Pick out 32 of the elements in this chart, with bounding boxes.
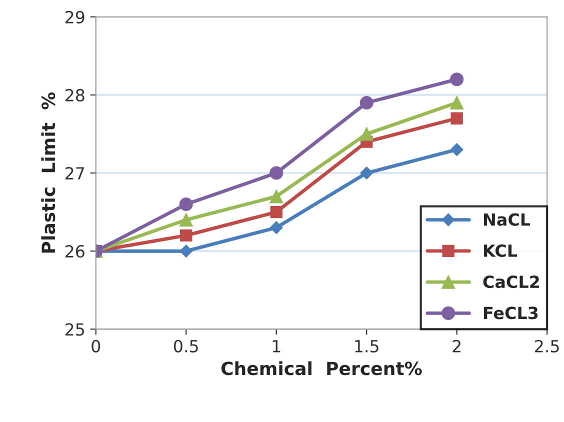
point <box>450 72 464 86</box>
point <box>360 96 374 110</box>
point <box>270 221 283 234</box>
y-tick-label: 29 <box>65 10 84 24</box>
legend-label: KCL <box>484 244 518 258</box>
legend-label: FeCL3 <box>484 306 538 320</box>
x-tick-label: 1 <box>272 340 280 352</box>
point <box>270 190 284 204</box>
point <box>450 96 464 110</box>
point <box>180 244 193 258</box>
y-tick-label: 25 <box>65 323 84 336</box>
legend-label: CaCL2 <box>483 276 539 288</box>
point <box>360 166 374 180</box>
point <box>179 197 193 212</box>
legend-label: NaCL <box>484 213 530 226</box>
point <box>450 112 463 124</box>
point <box>450 143 464 156</box>
y-tick-label: 27 <box>65 166 84 180</box>
point <box>180 229 192 242</box>
x-tick-label: 0.5 <box>174 340 198 352</box>
x-tick-label: 0 <box>92 340 100 352</box>
y-tick-label: 26 <box>65 245 84 258</box>
point <box>270 166 284 180</box>
point <box>179 213 193 227</box>
point <box>360 127 374 141</box>
x-tick-label: 2.5 <box>535 340 559 352</box>
y-tick-label: 28 <box>65 88 84 102</box>
point <box>270 206 282 218</box>
x-tick-label: 1.5 <box>355 340 378 352</box>
x-axis-title: Chemical Percent% <box>221 361 422 376</box>
y-axis-title: Plastic Limit % <box>41 92 56 253</box>
x-tick-label: 2 <box>452 340 460 352</box>
